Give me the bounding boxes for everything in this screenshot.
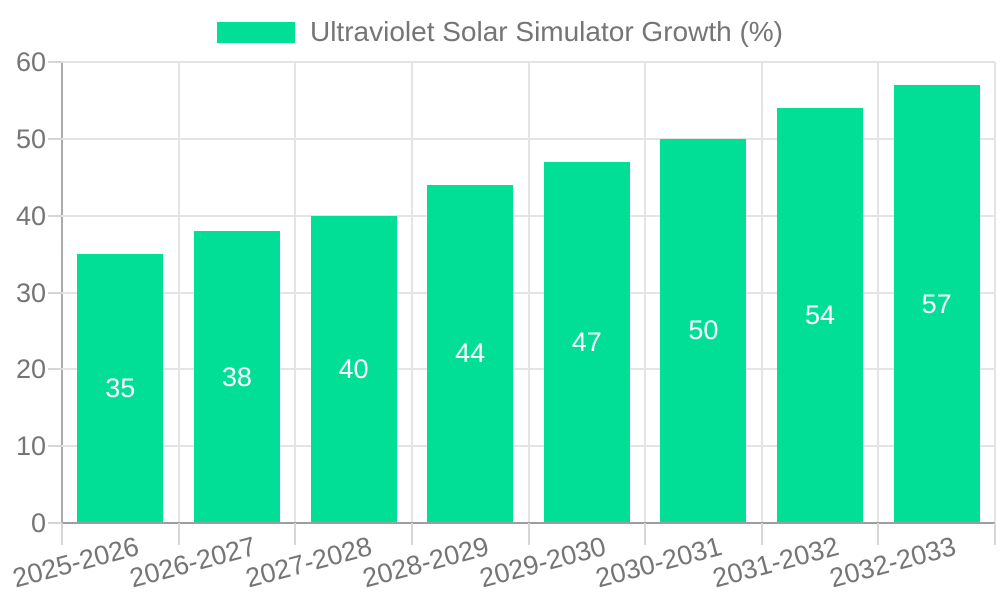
gridline-v [527, 62, 530, 523]
y-axis-label: 40 [15, 200, 46, 231]
x-axis-label: 2029-2030 [476, 531, 609, 594]
plot-area: 35 38 40 44 47 50 54 57 [62, 61, 996, 523]
bar[interactable]: 44 [427, 184, 514, 523]
bar-value-label: 38 [221, 361, 252, 392]
gridline-v [994, 62, 996, 523]
y-tick [48, 445, 62, 448]
y-axis-label: 30 [15, 277, 46, 308]
y-tick [48, 291, 62, 294]
gridline-v [410, 62, 413, 523]
y-axis-label: 20 [15, 354, 46, 385]
bar[interactable]: 40 [310, 215, 397, 523]
gridline-v [177, 62, 180, 523]
y-axis-label: 50 [15, 123, 46, 154]
gridline-v [760, 62, 763, 523]
legend-label: Ultraviolet Solar Simulator Growth (%) [309, 16, 784, 47]
x-axis-line [48, 522, 995, 524]
bar-value-label: 44 [455, 338, 486, 369]
legend-swatch [216, 21, 295, 43]
x-axis-label: 2026-2027 [126, 531, 259, 594]
bar[interactable]: 57 [893, 85, 980, 523]
x-axis-label: 2025-2026 [9, 531, 143, 594]
gridline-v [644, 62, 647, 523]
y-tick [48, 137, 62, 140]
x-tick [61, 523, 63, 545]
bar-value-label: 35 [105, 373, 136, 404]
gridline-v [877, 62, 880, 523]
x-axis-label: 2028-2029 [359, 531, 492, 594]
gridline-v [294, 62, 297, 523]
y-axis-label: 60 [15, 47, 46, 77]
x-axis-label: 2032-2033 [825, 531, 959, 594]
bar-value-label: 47 [571, 326, 602, 357]
y-tick [48, 368, 62, 371]
bar-value-label: 40 [338, 353, 369, 384]
x-tick [994, 523, 996, 545]
x-axis-label: 2031-2032 [709, 531, 842, 594]
bar[interactable]: 35 [77, 254, 164, 523]
bar-value-label: 54 [805, 300, 836, 331]
x-tick [527, 523, 530, 545]
y-tick [48, 214, 62, 217]
bar[interactable]: 47 [543, 161, 630, 523]
x-tick [177, 523, 180, 545]
x-tick [877, 523, 880, 545]
y-tick [48, 61, 62, 63]
bar-value-label: 57 [921, 288, 952, 319]
x-axis-label: 2027-2028 [242, 531, 376, 594]
y-axis-label: 0 [30, 508, 46, 538]
bar-value-label: 50 [688, 315, 719, 346]
x-tick [644, 523, 647, 545]
legend[interactable]: Ultraviolet Solar Simulator Growth (%) [0, 16, 1000, 48]
y-axis-label: 10 [15, 431, 46, 462]
bar[interactable]: 54 [777, 108, 864, 523]
bar[interactable]: 50 [660, 138, 747, 523]
x-tick [410, 523, 413, 545]
x-tick [760, 523, 763, 545]
x-axis-label: 2030-2031 [592, 531, 726, 594]
x-tick [294, 523, 297, 545]
y-tick [48, 522, 62, 524]
bar[interactable]: 38 [193, 231, 280, 523]
